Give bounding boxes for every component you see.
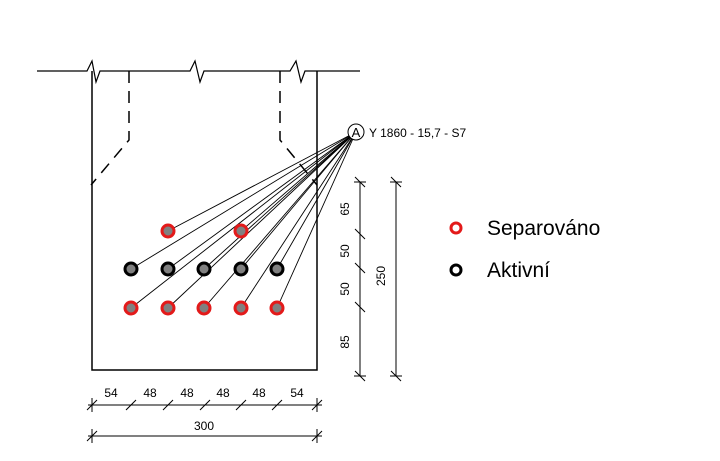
dim-horizontal-4: 48	[216, 386, 230, 400]
dim-horizontal-1: 54	[104, 386, 118, 400]
beam-outline	[91, 71, 318, 371]
vertical-dimension-chain	[354, 176, 366, 382]
strand-bottom-row-5	[269, 300, 285, 316]
dim-vertical-4: 85	[338, 335, 352, 349]
leader-line	[203, 131, 357, 309]
tendon-marker-letter: A	[352, 125, 361, 140]
leader-line	[130, 131, 357, 309]
strand-middle-row-5	[269, 261, 285, 277]
strand-middle-row-2	[160, 261, 176, 277]
dim-vertical-total: 250	[374, 266, 388, 286]
strand-bottom-row-1	[123, 300, 139, 316]
strand-bottom-row-4	[233, 300, 249, 316]
leader-line	[203, 131, 357, 270]
strand-middle-row-4	[233, 261, 249, 277]
legend-label-aktivni: Aktivní	[487, 259, 550, 282]
slab-break-line	[37, 59, 360, 85]
dim-vertical-2: 50	[338, 244, 352, 258]
legend-symbol-aktivni	[449, 263, 463, 277]
horizontal-total-dimension	[86, 429, 323, 443]
leader-line	[167, 131, 357, 270]
dim-horizontal-2: 48	[143, 386, 157, 400]
legend: Separováno Aktivní	[449, 217, 600, 282]
vertical-total-dimension	[390, 176, 402, 382]
dim-horizontal-3: 48	[180, 386, 194, 400]
legend-symbol-separovano	[449, 221, 463, 235]
dim-horizontal-6: 54	[290, 386, 304, 400]
leader-line	[240, 131, 357, 232]
horizontal-dimension-chain	[86, 398, 323, 412]
dim-horizontal-5: 48	[252, 386, 266, 400]
strand-top-row-1	[160, 223, 176, 239]
dim-vertical-1: 65	[338, 202, 352, 216]
leader-line	[167, 131, 357, 232]
dim-horizontal-total: 300	[194, 419, 214, 433]
strand-bottom-row-3	[196, 300, 212, 316]
leader-line	[276, 131, 357, 270]
tendon-spec-label: Y 1860 - 15,7 - S7	[369, 126, 467, 140]
hidden-line-right	[279, 71, 318, 186]
leader-line	[276, 131, 357, 309]
strand-middle-row-1	[123, 261, 139, 277]
dim-vertical-3: 50	[338, 282, 352, 296]
leader-line	[167, 131, 357, 309]
strand-bottom-row-2	[160, 300, 176, 316]
leader-line	[130, 131, 357, 270]
leader-line	[240, 131, 357, 309]
strand-middle-row-3	[196, 261, 212, 277]
strand-group	[123, 223, 285, 316]
strand-top-row-2	[233, 223, 249, 239]
legend-label-separovano: Separováno	[487, 217, 600, 240]
tendon-marker-circle	[347, 123, 365, 141]
hidden-line-left	[90, 71, 130, 186]
tendon-leader-lines	[130, 131, 357, 309]
